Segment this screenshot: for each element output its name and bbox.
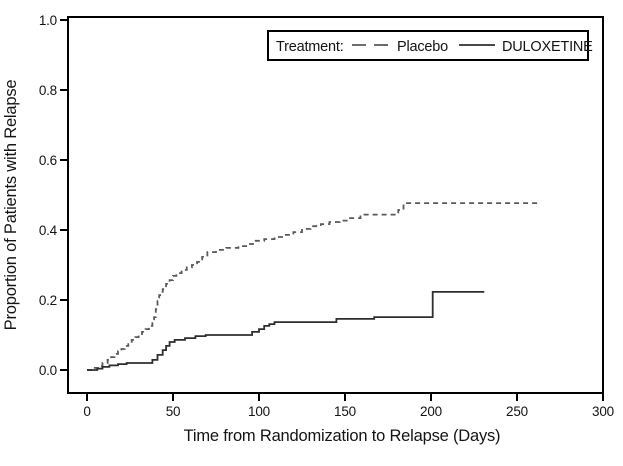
placebo-curve [87, 202, 538, 371]
series-group [87, 202, 538, 371]
duloxetine-curve [87, 291, 485, 371]
x-tick-label: 150 [334, 404, 356, 419]
y-tick-label: 0.0 [39, 363, 57, 378]
x-axis-ticks: 0 50 100 150 200 250 300 [83, 393, 614, 419]
legend-title: Treatment: [276, 39, 344, 55]
x-tick-label: 200 [420, 404, 442, 419]
y-axis-title: Proportion of Patients with Relapse [2, 80, 20, 331]
x-tick-label: 300 [592, 404, 614, 419]
y-tick-label: 0.2 [39, 293, 57, 308]
y-tick-label: 0.4 [39, 223, 58, 238]
legend-label-placebo: Placebo [397, 39, 448, 55]
y-tick-label: 1.0 [39, 13, 57, 28]
x-tick-label: 250 [506, 404, 528, 419]
x-axis-title: Time from Randomization to Relapse (Days… [184, 427, 501, 445]
legend: Treatment: Placebo DULOXETINE [267, 30, 593, 61]
plot-frame [67, 16, 604, 394]
legend-label-duloxetine: DULOXETINE [502, 39, 593, 55]
legend-box [267, 30, 589, 61]
y-axis-ticks: 0.0 0.2 0.4 0.6 0.8 1.0 [39, 13, 68, 378]
x-tick-label: 0 [83, 404, 90, 419]
y-tick-label: 0.6 [39, 153, 57, 168]
x-tick-label: 50 [166, 404, 181, 419]
y-tick-label: 0.8 [39, 83, 57, 98]
x-tick-label: 100 [248, 404, 270, 419]
